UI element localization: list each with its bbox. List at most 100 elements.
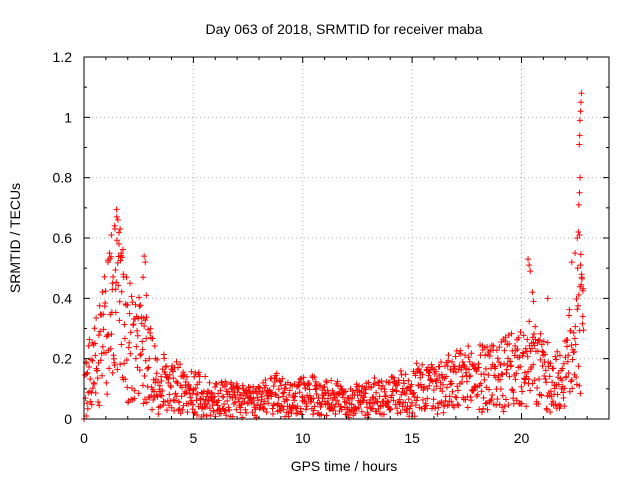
data-point-peak [111, 222, 118, 229]
data-point [171, 397, 178, 404]
data-point [166, 391, 173, 398]
data-point [226, 406, 233, 413]
data-point [522, 376, 529, 383]
data-point [170, 375, 177, 382]
data-point [196, 373, 203, 380]
data-point [278, 382, 285, 389]
data-point [176, 406, 183, 413]
data-point [296, 389, 303, 396]
data-point [139, 346, 146, 353]
data-point [202, 403, 209, 410]
data-point [153, 370, 160, 377]
data-point [158, 377, 165, 384]
data-point [241, 398, 248, 405]
data-point [123, 274, 130, 281]
data-point-peak [112, 286, 119, 293]
data-point [485, 371, 492, 378]
data-point [559, 365, 566, 372]
data-point [413, 360, 420, 367]
data-point [154, 356, 161, 363]
data-point [149, 335, 156, 342]
data-point [247, 384, 254, 391]
data-point [419, 371, 426, 378]
data-point [494, 395, 501, 402]
data-point [106, 250, 113, 257]
data-point [371, 380, 378, 387]
data-point [520, 350, 527, 357]
data-point [539, 363, 546, 370]
data-point [482, 365, 489, 372]
data-point [113, 279, 120, 286]
data-point [535, 400, 542, 407]
data-point [530, 361, 537, 368]
data-point [317, 382, 324, 389]
data-point [157, 403, 164, 410]
data-point [496, 344, 503, 351]
data-point [306, 380, 313, 387]
data-point [319, 387, 326, 394]
data-point [563, 373, 570, 380]
data-point [91, 380, 98, 387]
data-point [573, 374, 580, 381]
data-point [547, 388, 554, 395]
chart-title: Day 063 of 2018, SRMTID for receiver mab… [205, 21, 482, 37]
data-point-peak [568, 259, 575, 266]
data-point [510, 400, 517, 407]
data-point [108, 253, 115, 260]
data-point [131, 395, 138, 402]
data-point [532, 323, 539, 330]
data-point [228, 379, 235, 386]
data-point [167, 384, 174, 391]
data-point [492, 363, 499, 370]
data-point [564, 358, 571, 365]
data-point [568, 377, 575, 384]
data-point [169, 368, 176, 375]
data-point-peak [109, 280, 116, 287]
data-point [271, 401, 278, 408]
data-point [392, 401, 399, 408]
data-point [401, 380, 408, 387]
data-point [126, 310, 133, 317]
data-point [577, 390, 584, 397]
data-point [443, 373, 450, 380]
data-point [408, 381, 415, 388]
data-point [540, 338, 547, 345]
data-point [506, 373, 513, 380]
data-point [390, 397, 397, 404]
data-point [189, 390, 196, 397]
data-point [84, 405, 91, 412]
data-point [570, 329, 577, 336]
data-point-peak [114, 216, 121, 223]
data-point [497, 376, 504, 383]
data-point [486, 353, 493, 360]
data-point [549, 398, 556, 405]
data-point [521, 369, 528, 376]
data-point [92, 390, 99, 397]
data-point [171, 407, 178, 414]
data-point [493, 402, 500, 409]
data-point [204, 401, 211, 408]
data-point [428, 361, 435, 368]
data-point [302, 406, 309, 413]
data-point [311, 403, 318, 410]
data-point [142, 357, 149, 364]
data-point [564, 336, 571, 343]
data-point [407, 403, 414, 410]
data-point [176, 399, 183, 406]
data-point [510, 389, 517, 396]
data-point [280, 406, 287, 413]
data-point [97, 357, 104, 364]
data-point [185, 400, 192, 407]
data-point [104, 391, 111, 398]
data-point-peak [575, 228, 582, 235]
data-point [449, 359, 456, 366]
data-point [552, 401, 559, 408]
data-point [566, 388, 573, 395]
data-point [416, 369, 423, 376]
data-point [291, 397, 298, 404]
data-point [432, 368, 439, 375]
data-point [334, 382, 341, 389]
data-point [297, 405, 304, 412]
data-point [547, 360, 554, 367]
data-point [331, 403, 338, 410]
